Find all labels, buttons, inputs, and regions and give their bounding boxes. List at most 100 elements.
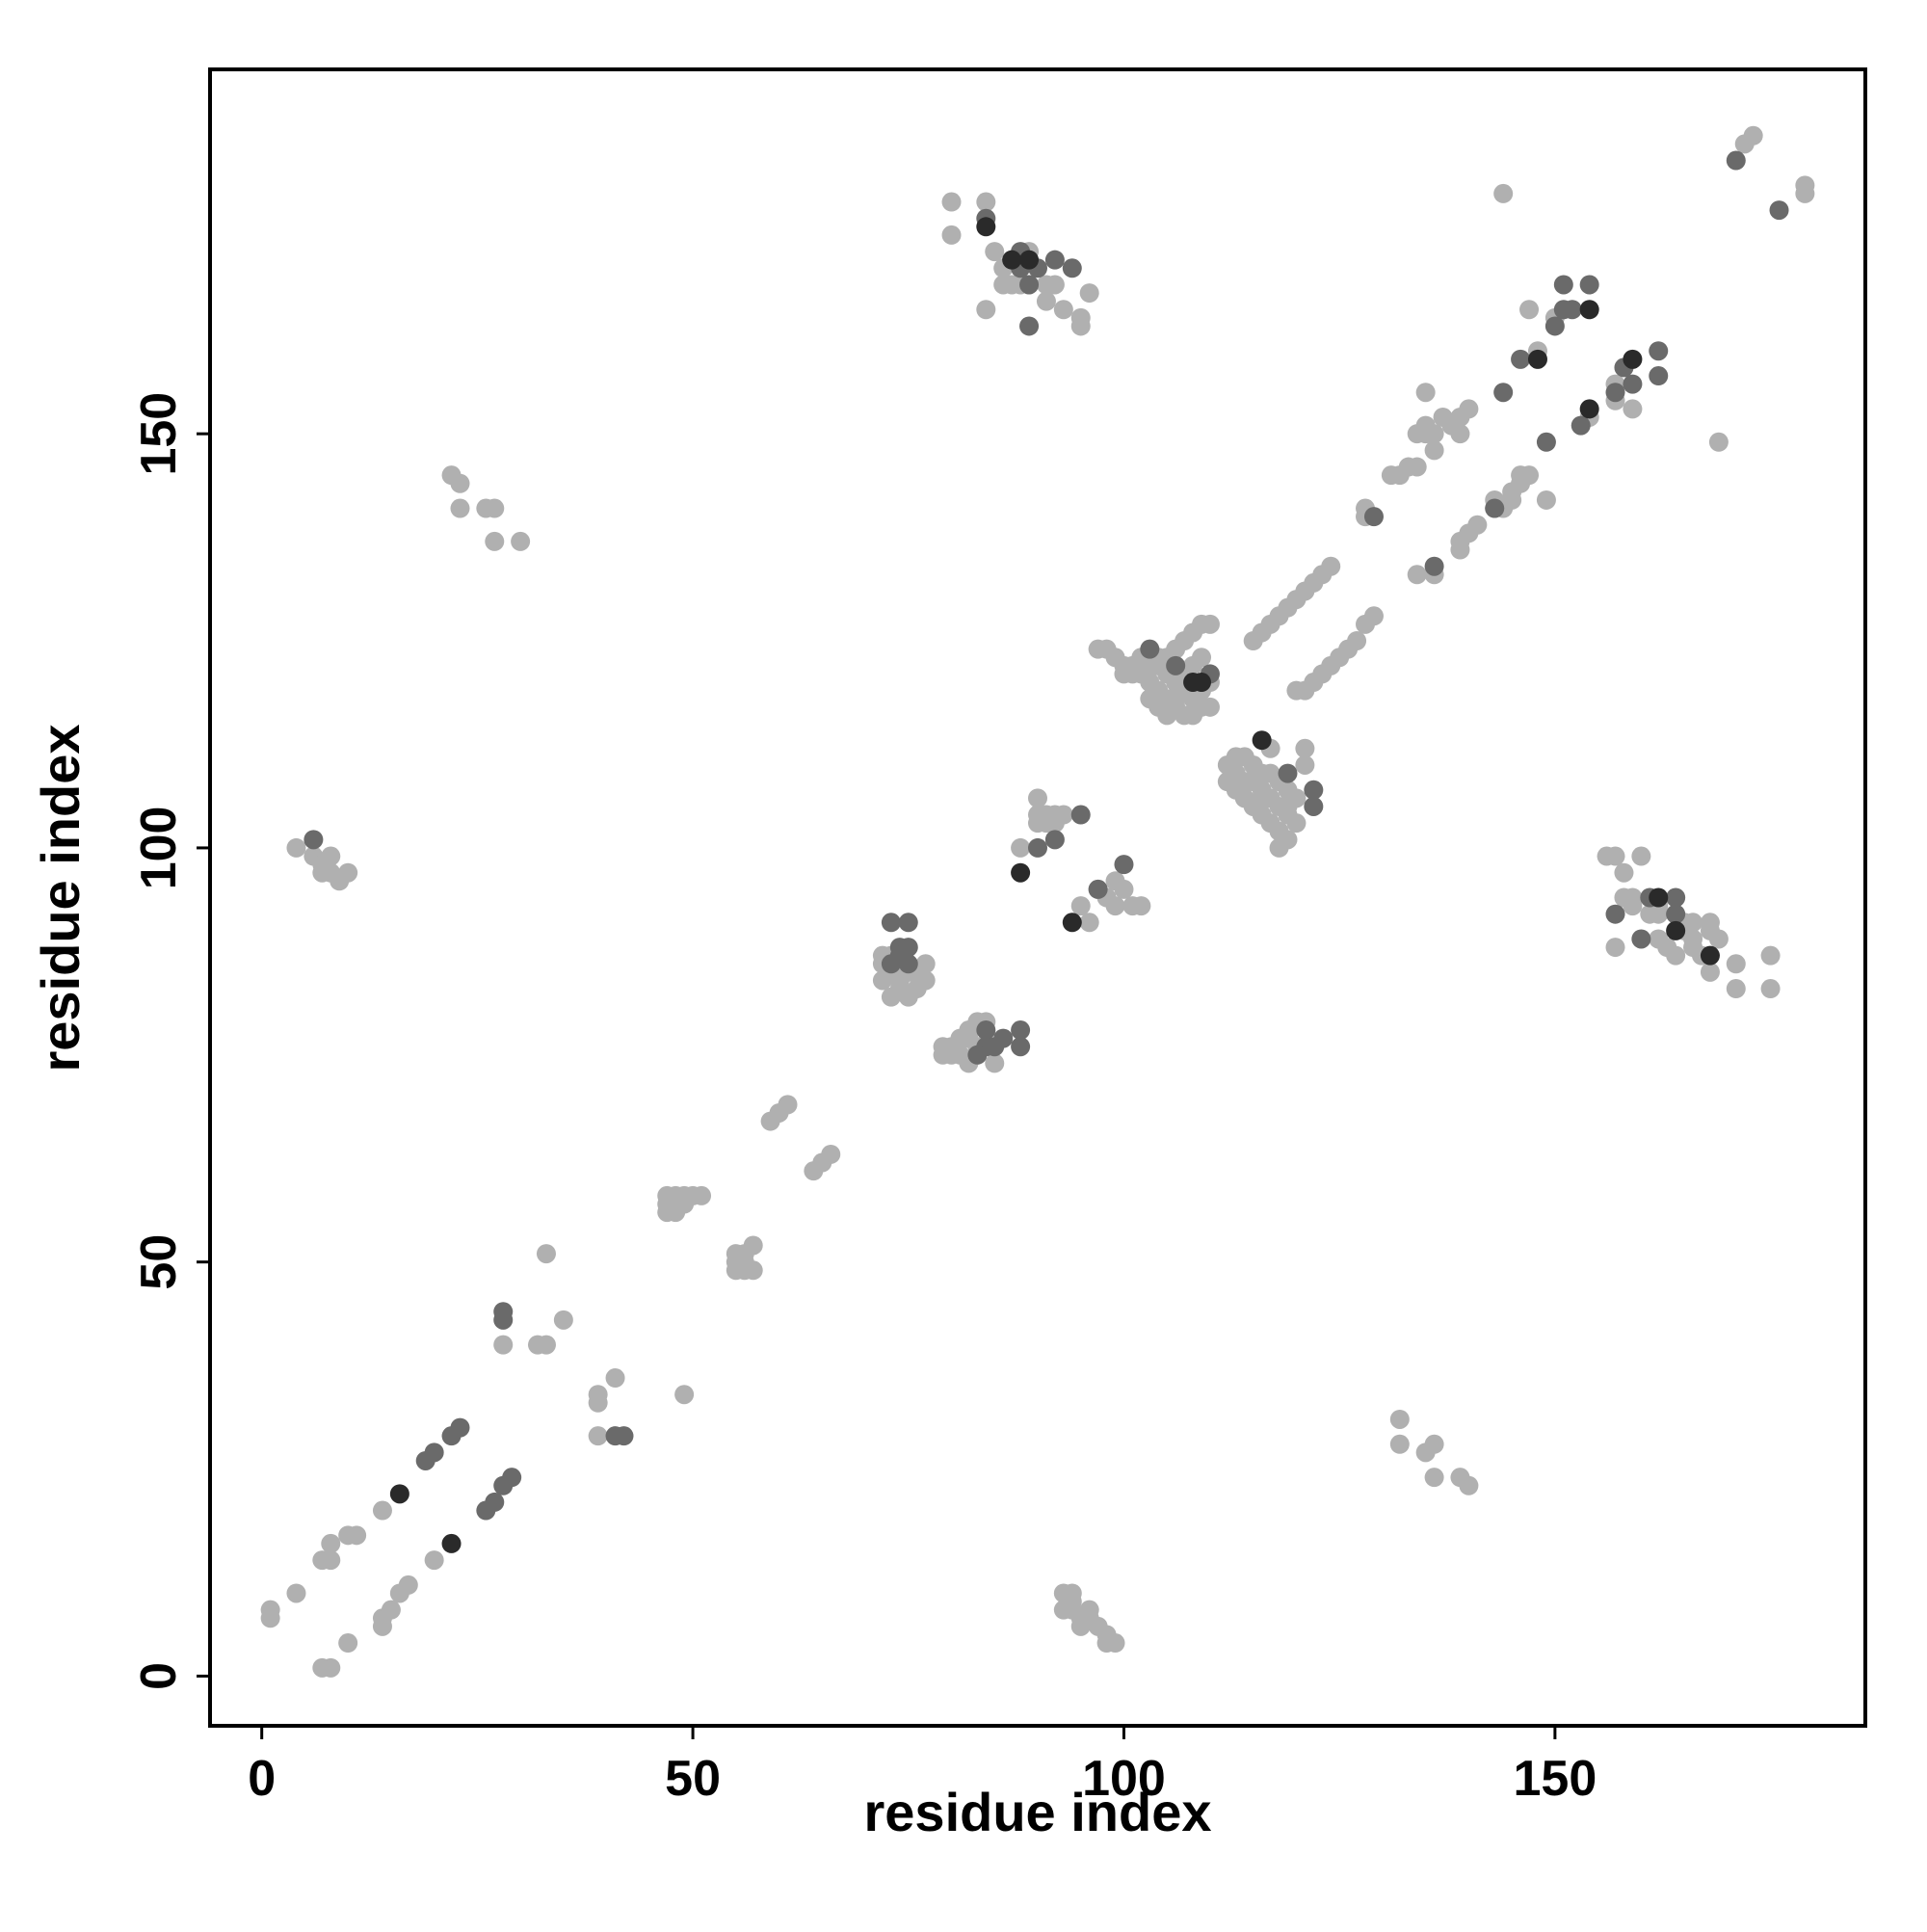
- point: [1605, 846, 1625, 866]
- point: [1605, 904, 1625, 924]
- point: [1226, 747, 1246, 767]
- point: [1631, 846, 1651, 866]
- point: [1286, 813, 1307, 834]
- point: [1028, 837, 1047, 858]
- point: [1002, 250, 1022, 270]
- point: [941, 192, 962, 212]
- point: [1278, 796, 1298, 816]
- point: [1424, 440, 1444, 461]
- point: [1562, 300, 1582, 320]
- point: [1649, 366, 1669, 386]
- point: [1019, 275, 1040, 295]
- point: [1579, 399, 1599, 419]
- point: [1502, 490, 1522, 510]
- point: [1105, 1633, 1125, 1654]
- point: [915, 954, 936, 974]
- point: [1666, 904, 1686, 924]
- y-tick-label: 100: [131, 807, 187, 890]
- point: [1708, 432, 1729, 452]
- point: [1321, 556, 1341, 576]
- point: [1700, 945, 1720, 966]
- point: [321, 1657, 341, 1678]
- point: [1760, 945, 1781, 966]
- point: [976, 1020, 996, 1041]
- point: [1407, 457, 1427, 477]
- point: [881, 913, 901, 933]
- plot-frame: [208, 67, 1867, 1728]
- point: [286, 1583, 306, 1603]
- point: [1623, 896, 1643, 916]
- point: [1760, 979, 1781, 999]
- point: [381, 1600, 401, 1620]
- point: [976, 192, 996, 212]
- point: [1459, 399, 1479, 419]
- point: [1683, 913, 1703, 933]
- point: [1424, 424, 1444, 444]
- point: [1579, 300, 1599, 320]
- point: [1200, 614, 1220, 634]
- point: [1347, 631, 1367, 651]
- point: [1036, 291, 1056, 311]
- point: [1166, 689, 1186, 709]
- point: [424, 1550, 444, 1571]
- point: [614, 1426, 634, 1446]
- point: [588, 1392, 608, 1413]
- point: [1459, 1475, 1479, 1495]
- point: [1493, 383, 1514, 403]
- point: [372, 1500, 392, 1521]
- point: [1011, 862, 1031, 883]
- point: [1070, 316, 1091, 336]
- point: [312, 862, 332, 883]
- point: [347, 1525, 367, 1546]
- point: [502, 1468, 522, 1488]
- y-tick-label: 50: [131, 1234, 187, 1290]
- point: [1053, 300, 1073, 320]
- point: [1536, 432, 1556, 452]
- point: [1070, 805, 1091, 825]
- point: [1079, 913, 1099, 933]
- point: [1424, 556, 1444, 576]
- point: [1200, 697, 1220, 717]
- point: [959, 1028, 979, 1048]
- point: [1700, 962, 1720, 982]
- point: [1424, 1468, 1444, 1488]
- point: [1131, 896, 1151, 916]
- x-tick-label: 0: [248, 1751, 276, 1807]
- point: [321, 846, 341, 866]
- point: [993, 1028, 1014, 1048]
- point: [1192, 673, 1212, 693]
- point: [1795, 175, 1815, 196]
- point: [1070, 1616, 1091, 1636]
- point: [588, 1426, 608, 1446]
- point: [778, 1095, 798, 1115]
- point: [1019, 250, 1040, 270]
- point: [1726, 150, 1746, 171]
- point: [1079, 1600, 1099, 1620]
- point: [1623, 374, 1643, 394]
- point: [1062, 1592, 1082, 1612]
- point: [1649, 887, 1669, 908]
- x-axis-title: residue index: [863, 1782, 1211, 1842]
- point: [1708, 929, 1729, 949]
- point: [1467, 515, 1488, 535]
- point: [1769, 200, 1789, 221]
- point: [674, 1385, 695, 1405]
- point: [1036, 275, 1056, 295]
- point: [389, 1484, 409, 1504]
- point: [726, 1244, 746, 1264]
- point: [1278, 763, 1298, 783]
- point: [1527, 349, 1547, 369]
- point: [1743, 125, 1763, 146]
- point: [1666, 887, 1686, 908]
- point: [1485, 498, 1505, 518]
- point: [511, 531, 531, 551]
- point: [1623, 349, 1643, 369]
- point: [1044, 250, 1065, 270]
- point: [933, 1037, 953, 1057]
- point: [1011, 1020, 1031, 1041]
- x-tick-label: 100: [1082, 1751, 1166, 1807]
- point: [872, 970, 892, 991]
- point: [1493, 183, 1514, 203]
- point: [1157, 705, 1177, 726]
- point: [1304, 780, 1324, 800]
